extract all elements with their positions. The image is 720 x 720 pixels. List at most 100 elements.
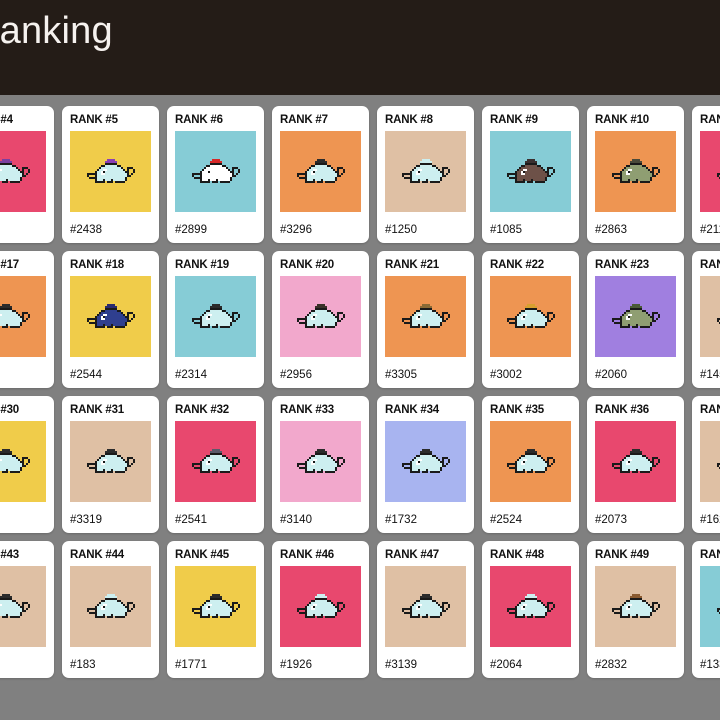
whale-sprite <box>401 448 450 473</box>
card-artwork[interactable] <box>175 131 256 212</box>
card-token-id: #2180 <box>0 513 46 527</box>
ranking-card-slot: RANK #33 #3140 <box>268 396 373 541</box>
ranking-card[interactable]: RANK #32 #2541 <box>167 396 264 533</box>
card-artwork[interactable] <box>700 566 720 647</box>
whale-sprite <box>401 593 450 618</box>
whale-sprite <box>296 448 345 473</box>
card-artwork[interactable] <box>490 131 571 212</box>
card-artwork[interactable] <box>280 276 361 357</box>
ranking-card[interactable]: RANK #20 #2956 <box>272 251 369 388</box>
whale-sprite <box>716 449 720 469</box>
card-token-id: #3002 <box>490 369 522 381</box>
ranking-card[interactable]: RANK #50 #1337 <box>692 541 720 678</box>
ranking-card[interactable]: RANK #46 #1926 <box>272 541 369 678</box>
ranking-card[interactable]: RANK #9 #1085 <box>482 106 579 243</box>
card-artwork[interactable] <box>385 421 466 502</box>
card-artwork[interactable] <box>700 131 720 212</box>
ranking-card[interactable]: RANK #24 #1459 <box>692 251 720 388</box>
card-artwork[interactable] <box>0 131 46 212</box>
card-artwork[interactable] <box>385 276 466 357</box>
ranking-card[interactable]: RANK #11 #2110 <box>692 106 720 243</box>
card-rank-label: RANK #30 <box>0 404 20 416</box>
card-artwork[interactable] <box>595 566 676 647</box>
card-artwork[interactable] <box>490 566 571 647</box>
ranking-card[interactable]: RANK #34 #1732 <box>377 396 474 533</box>
ranking-card[interactable]: RANK #30 #2180 <box>0 396 54 533</box>
ranking-card-slot: RANK #18 #2544 <box>58 251 163 396</box>
ranking-card[interactable]: RANK #35 #2524 <box>482 396 579 533</box>
card-rank-label: RANK #48 <box>490 549 545 561</box>
page-title: Ranking <box>0 10 113 52</box>
card-rank-label: RANK #8 <box>385 114 433 126</box>
card-artwork[interactable] <box>0 276 46 357</box>
card-artwork[interactable] <box>70 566 151 647</box>
card-rank-label: RANK #34 <box>385 404 440 416</box>
ranking-card[interactable]: RANK #5 #2438 <box>62 106 159 243</box>
ranking-card[interactable]: RANK #36 #2073 <box>587 396 684 533</box>
card-artwork[interactable] <box>175 566 256 647</box>
ranking-card[interactable]: RANK #22 #3002 <box>482 251 579 388</box>
whale-sprite <box>611 593 660 618</box>
ranking-card-slot: RANK #43 #2290 <box>0 541 58 686</box>
card-token-id: #1459 <box>700 369 720 381</box>
ranking-card[interactable]: RANK #31 #3319 <box>62 396 159 533</box>
card-token-id: #2314 <box>175 369 207 381</box>
card-artwork[interactable] <box>0 566 46 647</box>
ranking-card[interactable]: RANK #19 #2314 <box>167 251 264 388</box>
card-artwork[interactable] <box>595 131 676 212</box>
card-artwork[interactable] <box>700 276 720 357</box>
card-artwork[interactable] <box>280 421 361 502</box>
ranking-card-slot: RANK #9 #1085 <box>478 106 583 251</box>
card-token-id: #1250 <box>385 224 417 236</box>
ranking-card[interactable]: RANK #47 #3139 <box>377 541 474 678</box>
ranking-card-slot: RANK #50 #1337 <box>688 541 720 686</box>
ranking-card[interactable]: RANK #43 #2290 <box>0 541 54 678</box>
card-artwork[interactable] <box>280 131 361 212</box>
card-artwork[interactable] <box>490 276 571 357</box>
card-artwork[interactable] <box>70 276 151 357</box>
ranking-card[interactable]: RANK #21 #3305 <box>377 251 474 388</box>
card-artwork[interactable] <box>280 566 361 647</box>
whale-sprite <box>191 593 240 618</box>
whale-sprite <box>506 448 555 473</box>
card-token-id: #3319 <box>70 514 102 526</box>
card-token-id: #2956 <box>280 369 312 381</box>
card-rank-label: RANK #23 <box>595 259 650 271</box>
ranking-card[interactable]: RANK #37 #1620 <box>692 396 720 533</box>
card-artwork[interactable] <box>700 421 720 502</box>
card-artwork[interactable] <box>70 131 151 212</box>
whale-sprite <box>506 158 555 183</box>
card-artwork[interactable] <box>385 566 466 647</box>
whale-sprite <box>716 594 720 614</box>
whale-sprite <box>506 593 555 618</box>
ranking-card[interactable]: RANK #4 #1908 <box>0 106 54 243</box>
card-artwork[interactable] <box>0 421 46 502</box>
ranking-card-slot: RANK #31 #3319 <box>58 396 163 541</box>
card-artwork[interactable] <box>490 421 571 502</box>
ranking-card[interactable]: RANK #7 #3296 <box>272 106 369 243</box>
card-rank-label: RANK #11 <box>700 114 720 126</box>
card-artwork[interactable] <box>70 421 151 502</box>
ranking-card[interactable]: RANK #10 #2863 <box>587 106 684 243</box>
ranking-card[interactable]: RANK #18 #2544 <box>62 251 159 388</box>
card-artwork[interactable] <box>175 421 256 502</box>
card-artwork[interactable] <box>385 131 466 212</box>
ranking-card[interactable]: RANK #6 #2899 <box>167 106 264 243</box>
ranking-card[interactable]: RANK #48 #2064 <box>482 541 579 678</box>
ranking-card[interactable]: RANK #23 #2060 <box>587 251 684 388</box>
ranking-card[interactable]: RANK #8 #1250 <box>377 106 474 243</box>
ranking-card[interactable]: RANK #45 #1771 <box>167 541 264 678</box>
ranking-card[interactable]: RANK #33 #3140 <box>272 396 369 533</box>
card-artwork[interactable] <box>175 276 256 357</box>
ranking-card-slot: RANK #35 #2524 <box>478 396 583 541</box>
whale-sprite <box>296 593 345 618</box>
whale-sprite <box>191 303 240 328</box>
ranking-card[interactable]: RANK #49 #2832 <box>587 541 684 678</box>
card-token-id: #2541 <box>175 514 207 526</box>
ranking-card[interactable]: RANK #44 #183 <box>62 541 159 678</box>
ranking-card[interactable]: RANK #17 #2771 <box>0 251 54 388</box>
card-artwork[interactable] <box>595 421 676 502</box>
card-artwork[interactable] <box>595 276 676 357</box>
